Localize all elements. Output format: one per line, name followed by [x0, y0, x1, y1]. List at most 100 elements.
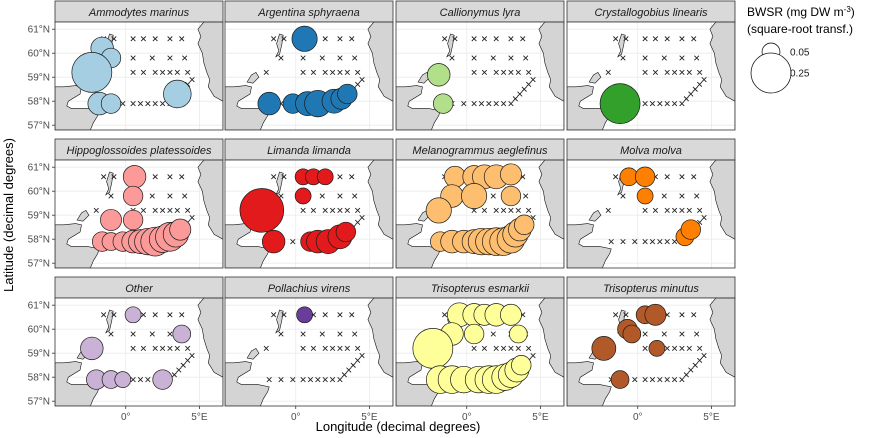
data-point	[114, 371, 132, 388]
station-marker	[478, 100, 485, 107]
legend-key-label: 0.25	[790, 69, 810, 80]
x-tick-label: 0°	[633, 412, 643, 423]
data-point	[122, 209, 144, 231]
data-point	[500, 163, 522, 186]
station-marker	[278, 376, 284, 383]
land-polygon	[538, 298, 564, 406]
station-marker	[642, 331, 648, 337]
station-marker	[355, 345, 361, 352]
legend-keys: 0.05 0.25	[750, 42, 810, 94]
station-marker	[697, 345, 703, 352]
y-tick-label: 58°N	[28, 235, 50, 246]
facet-strip-label: Crystallogobius linearis	[594, 7, 708, 19]
station-marker	[490, 193, 496, 199]
station-marker	[694, 193, 700, 199]
y-tick-label: 60°N	[28, 325, 50, 336]
station-marker	[349, 312, 355, 318]
station-marker	[130, 55, 136, 61]
station-marker	[149, 193, 155, 199]
station-marker	[352, 193, 358, 199]
panel-border	[566, 21, 736, 131]
y-tick-label: 59°N	[28, 349, 50, 360]
facet-strip-label: Limanda limanda	[267, 145, 351, 157]
facet-panel: Limanda limanda	[224, 138, 394, 269]
station-marker	[159, 207, 166, 214]
y-tick-label: 61°N	[28, 301, 50, 312]
station-marker	[649, 376, 656, 383]
legend-key-label: 0.05	[790, 48, 810, 59]
land-polygon	[225, 85, 270, 130]
station-marker	[278, 55, 284, 61]
station-marker	[526, 207, 532, 214]
facet-panel: Melanogrammus aeglefinus	[395, 138, 565, 269]
station-marker	[517, 91, 523, 97]
facet-strip-label: Hippoglossoides platessoides	[67, 145, 212, 157]
station-marker	[657, 100, 663, 107]
station-marker	[152, 312, 158, 318]
station-marker	[526, 81, 532, 88]
station-marker	[140, 345, 147, 352]
land-polygon	[275, 309, 284, 334]
station-marker	[149, 331, 155, 337]
station-marker	[182, 55, 188, 61]
station-marker	[171, 372, 177, 378]
station-marker	[652, 69, 659, 76]
station-marker	[101, 174, 107, 180]
facet-panel: Argentina sphyraena	[224, 0, 394, 131]
station-marker	[167, 193, 173, 199]
station-marker	[530, 352, 536, 359]
data-point	[427, 63, 451, 87]
station-marker	[300, 69, 306, 76]
station-marker	[508, 55, 514, 61]
station-marker	[145, 376, 151, 383]
facet-panel: Trisopterus minutus 0° 5°E	[566, 276, 736, 423]
data-point	[444, 165, 466, 188]
panel-border	[395, 297, 565, 407]
station-marker	[508, 100, 514, 107]
data-point	[169, 218, 192, 241]
station-marker	[613, 174, 619, 180]
station-marker	[349, 174, 355, 180]
station-marker	[167, 345, 173, 352]
panel-border	[395, 159, 565, 269]
station-marker	[359, 352, 365, 359]
station-marker	[319, 331, 325, 337]
land-polygon	[76, 210, 90, 222]
station-marker	[697, 81, 703, 88]
station-marker	[185, 345, 191, 352]
y-tick-label: 57°N	[28, 259, 50, 270]
station-marker	[344, 345, 350, 352]
station-marker	[512, 96, 518, 102]
station-marker	[352, 55, 358, 61]
station-marker	[461, 100, 467, 107]
station-marker	[263, 345, 269, 352]
y-tick-label: 57°N	[28, 397, 50, 408]
station-marker	[355, 357, 361, 364]
land-polygon	[105, 309, 114, 334]
station-marker	[642, 55, 648, 61]
station-marker	[130, 36, 136, 42]
data-point	[124, 306, 142, 324]
panel-border	[224, 297, 394, 407]
station-marker	[337, 55, 343, 61]
data-point	[152, 369, 173, 390]
station-marker	[442, 36, 448, 42]
station-marker	[167, 69, 173, 76]
data-point	[433, 93, 454, 114]
station-marker	[271, 174, 277, 180]
data-point	[337, 83, 358, 105]
station-marker	[664, 207, 670, 214]
panel-border	[224, 21, 394, 131]
station-marker	[692, 86, 698, 92]
land-polygon	[225, 361, 270, 406]
station-marker	[688, 91, 694, 97]
station-marker	[278, 331, 284, 337]
land-polygon	[567, 85, 612, 130]
station-marker	[664, 174, 670, 180]
station-marker	[322, 345, 328, 352]
facet-strip-label: Callionymus lyra	[440, 7, 521, 19]
station-marker	[661, 193, 667, 199]
legend-title-line2: (square-root transf.)	[747, 22, 853, 36]
panel-border	[224, 159, 394, 269]
